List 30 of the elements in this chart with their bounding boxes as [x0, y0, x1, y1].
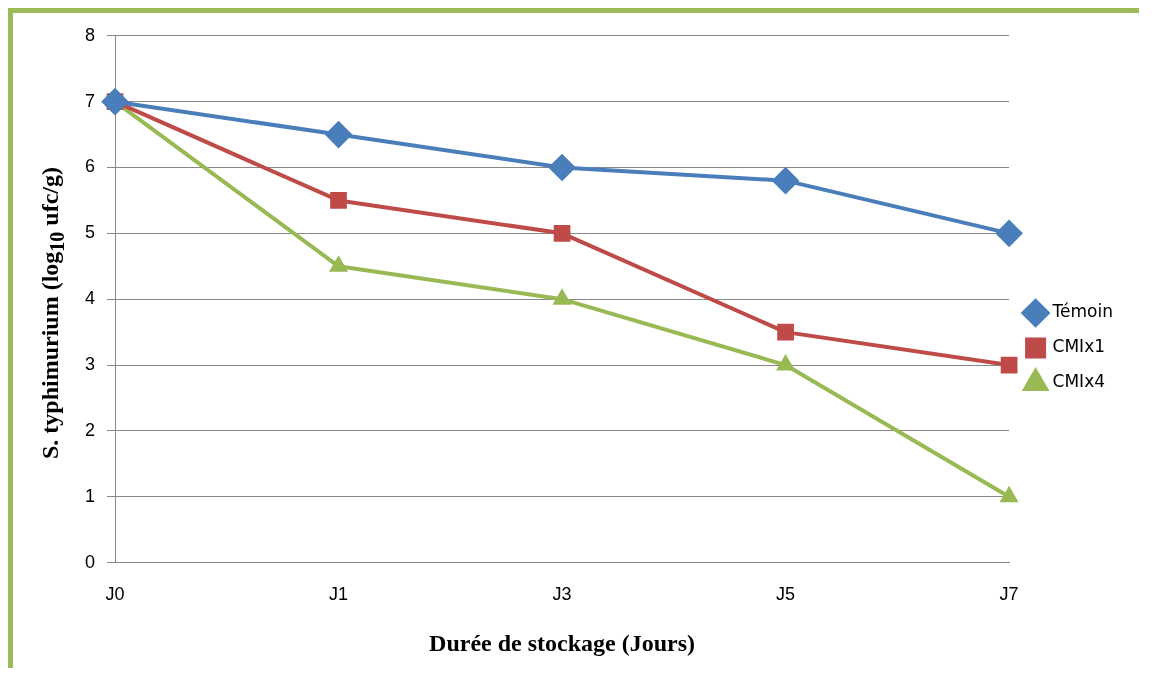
x-tick-label: J1	[329, 584, 349, 605]
y-tick-label: 3	[85, 354, 96, 375]
point	[102, 88, 129, 115]
point	[330, 192, 347, 209]
point	[330, 257, 347, 272]
point	[549, 154, 576, 181]
legend-label: CMIx1	[1052, 336, 1106, 357]
y-tick-label: 2	[85, 419, 96, 440]
x-tick-label: J3	[552, 584, 572, 605]
point	[325, 121, 352, 148]
y-tick-label: 6	[85, 156, 96, 177]
x-tick-label: J7	[999, 584, 1019, 605]
legend-label: Témoin	[1051, 301, 1114, 322]
point	[553, 224, 571, 242]
legend-label: CMIx4	[1052, 371, 1106, 392]
y-tick-label: 1	[85, 485, 96, 506]
y-tick-label: 4	[85, 288, 96, 309]
y-tick-label: 0	[85, 551, 96, 572]
point	[777, 356, 794, 371]
point	[1000, 356, 1018, 374]
point	[777, 323, 794, 341]
y-tick-label: 8	[85, 24, 96, 45]
y-tick-label: 7	[85, 90, 96, 111]
point	[553, 290, 571, 305]
point	[772, 167, 799, 194]
x-tick-label: J5	[776, 584, 796, 605]
x-axis-title: Durée de stockage (Jours)	[429, 629, 696, 656]
point	[996, 220, 1023, 247]
x-tick-label: J0	[105, 584, 125, 605]
y-tick-label: 5	[85, 222, 96, 243]
